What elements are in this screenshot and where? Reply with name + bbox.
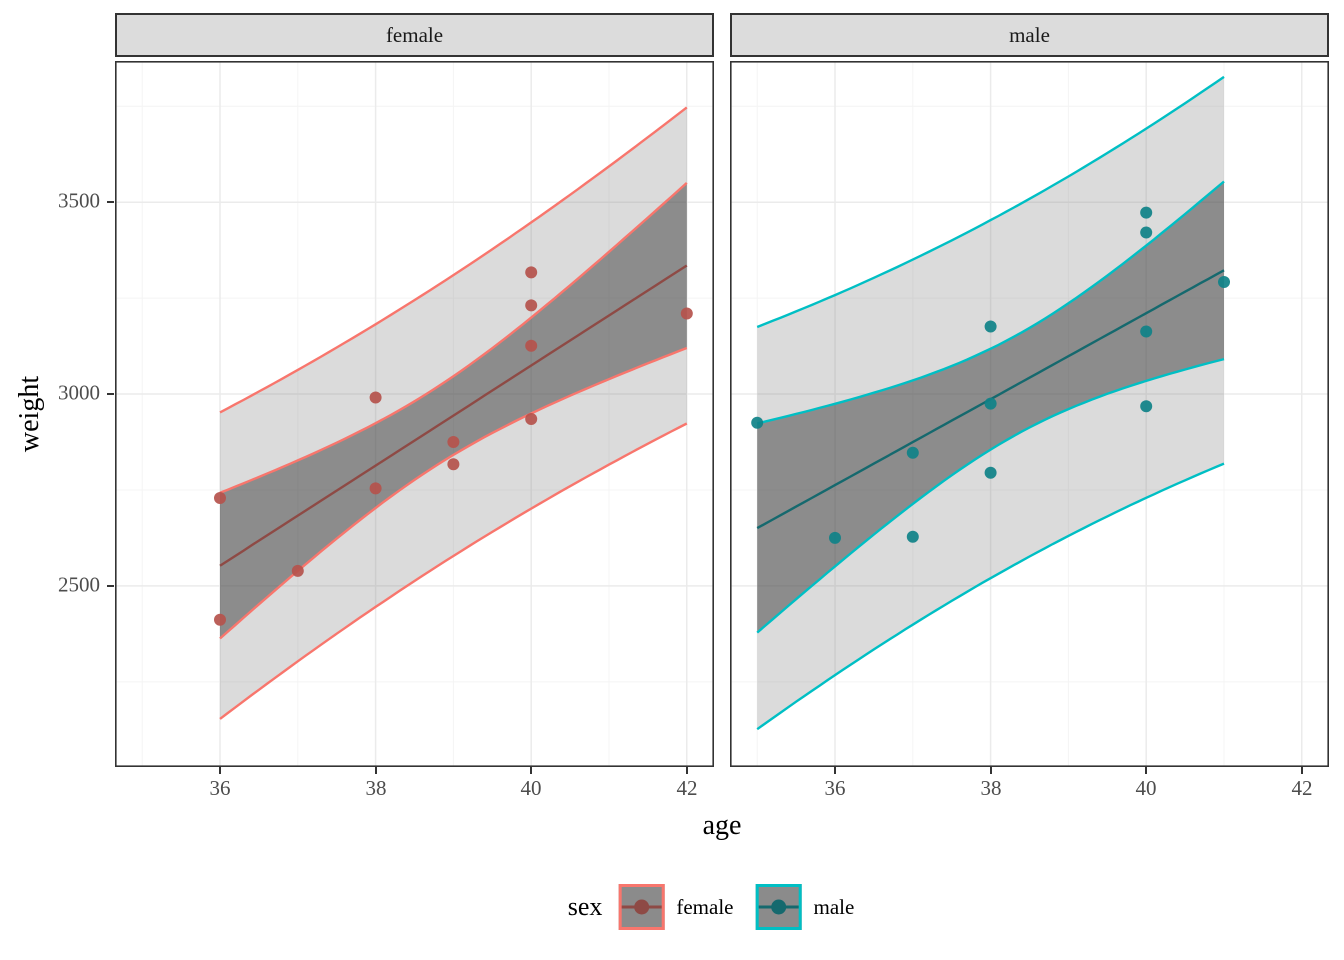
prediction-band-lower-edge	[219, 422, 688, 720]
prediction-band-upper-edge	[219, 106, 688, 414]
x-tick-mark	[834, 767, 836, 774]
data-point	[1140, 226, 1153, 239]
legend-key-female	[618, 884, 665, 930]
y-axis-title: weight	[14, 375, 45, 453]
legend: sex female male	[568, 884, 877, 930]
x-tick-label: 42	[1291, 776, 1313, 800]
legend-point-icon	[633, 899, 649, 915]
data-point	[447, 436, 460, 448]
confidence-band-upper-edge	[219, 182, 688, 494]
x-tick-mark	[1145, 767, 1147, 774]
legend-point-icon	[770, 899, 786, 915]
x-tick-mark	[686, 767, 688, 774]
x-tick-label: 42	[676, 776, 698, 800]
data-point	[214, 492, 226, 504]
data-point	[525, 413, 538, 425]
x-tick-mark	[375, 767, 377, 774]
data-point	[369, 391, 382, 404]
panel-female	[115, 61, 714, 767]
x-tick-mark	[530, 767, 532, 774]
data-point	[906, 446, 919, 459]
prediction-band-upper-edge	[756, 75, 1225, 329]
data-point	[447, 458, 460, 471]
x-tick-mark	[990, 767, 992, 774]
data-point	[1218, 276, 1230, 288]
panel-border	[115, 61, 714, 767]
panel-male	[730, 61, 1329, 767]
y-tick-label: 3500	[58, 188, 100, 213]
x-tick-label: 38	[980, 776, 1002, 800]
prediction-band-lower-edge	[756, 462, 1225, 731]
x-tick-label: 36	[824, 776, 846, 800]
confidence-band	[220, 182, 687, 639]
confidence-band-upper-edge	[756, 180, 1225, 425]
data-point	[680, 307, 693, 320]
facet-strip-label: male	[1009, 22, 1050, 47]
data-point	[214, 613, 226, 626]
y-tick-mark	[107, 585, 114, 587]
data-point	[525, 339, 538, 352]
legend-key-male	[755, 884, 802, 930]
data-point	[525, 299, 538, 312]
y-tick-mark	[107, 201, 114, 203]
facet-strip-female: female	[115, 13, 714, 57]
data-point	[1140, 325, 1153, 338]
facet-strip-male: male	[730, 13, 1329, 57]
x-axis-title: age	[702, 810, 742, 841]
data-point	[906, 530, 919, 543]
x-tick-mark	[219, 767, 221, 774]
data-point	[1140, 400, 1153, 413]
data-point	[291, 564, 304, 577]
data-point	[1140, 206, 1153, 219]
data-point	[984, 320, 997, 333]
regression-line	[219, 264, 688, 567]
data-point	[525, 266, 538, 279]
x-tick-label: 40	[520, 776, 542, 800]
y-tick-label: 2500	[58, 572, 100, 597]
data-point	[984, 466, 997, 479]
panel-border	[730, 61, 1329, 767]
data-point	[984, 397, 997, 410]
legend-label-female: female	[676, 894, 734, 919]
facet-strip-label: female	[385, 22, 444, 47]
data-point	[829, 531, 841, 544]
data-point	[369, 482, 382, 495]
legend-title: sex	[567, 892, 603, 921]
legend-label-male: male	[813, 894, 855, 919]
x-tick-label: 38	[365, 776, 387, 800]
y-tick-mark	[107, 393, 114, 395]
y-tick-label: 3000	[58, 380, 100, 405]
x-tick-mark	[1301, 767, 1303, 774]
x-tick-label: 40	[1135, 776, 1157, 800]
confidence-band-lower-edge	[756, 357, 1225, 634]
data-point	[751, 416, 764, 429]
x-tick-label: 36	[209, 776, 231, 800]
